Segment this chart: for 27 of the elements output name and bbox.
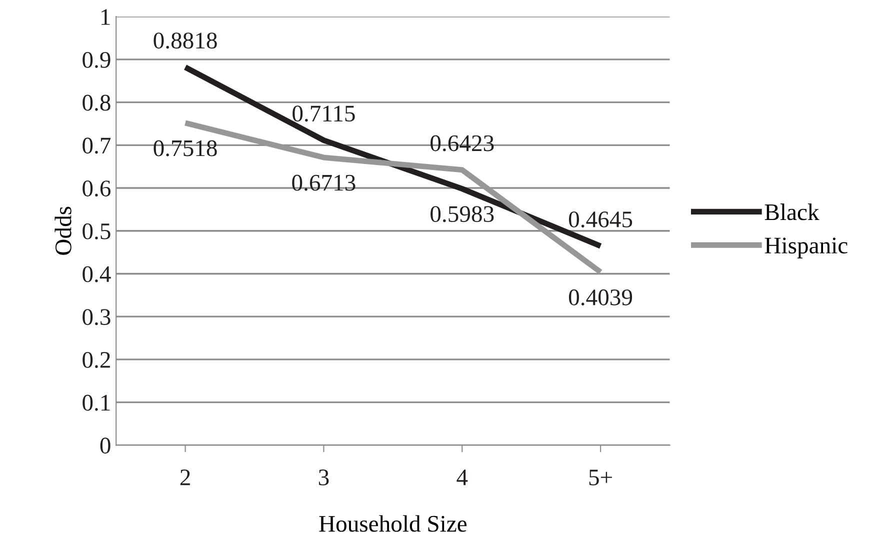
legend-label: Hispanic	[764, 238, 848, 258]
x-tick-label: 5+	[589, 470, 612, 486]
y-tick-label: 0.3	[82, 309, 110, 326]
x-tick-label: 2	[180, 470, 190, 486]
y-tick-label: 0.8	[82, 94, 110, 111]
y-tick-label: 0.4	[82, 266, 111, 282]
data-label: 0.8818	[154, 32, 217, 49]
x-tick-label: 4	[456, 470, 468, 486]
x-tick-label: 3	[318, 470, 329, 486]
data-label: 0.4039	[568, 289, 632, 306]
y-tick-label: 0.5	[82, 223, 110, 240]
y-tick-label: 0.9	[82, 52, 110, 68]
data-label: 0.7115	[292, 106, 355, 122]
data-label: 0.7518	[154, 140, 217, 156]
data-label: 0.4645	[568, 211, 632, 228]
y-tick-label: 0.7	[82, 138, 111, 154]
y-tick-label: 0.2	[82, 352, 110, 368]
y-tick-label: 0.1	[82, 394, 110, 411]
data-label: 0.6423	[430, 135, 494, 152]
legend-label: Black	[764, 204, 820, 220]
data-label: 0.5983	[430, 206, 494, 222]
data-label: 0.6713	[292, 174, 356, 191]
y-tick-label: 0.6	[82, 180, 111, 197]
y-axis-title: Odds	[54, 206, 72, 255]
y-tick-label: 1	[102, 9, 110, 25]
x-axis-title: Household Size	[319, 515, 467, 532]
y-tick-label: 0	[100, 438, 110, 454]
